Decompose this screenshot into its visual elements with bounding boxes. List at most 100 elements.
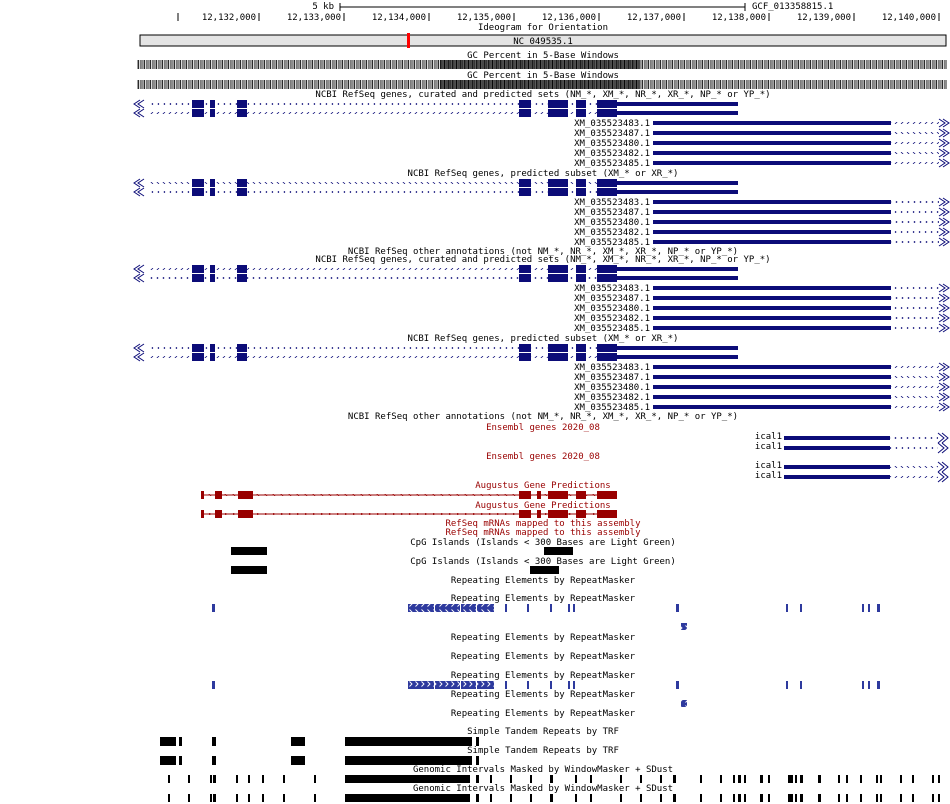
transcript-feature[interactable] xyxy=(653,220,891,224)
repeatmasker-tracks[interactable]: Repeating Elements by RepeatMasker Repeat… xyxy=(212,576,880,719)
ensembl-genes-track[interactable]: Ensembl genes 2020_08 ical1 ical1 Ensemb… xyxy=(486,423,949,483)
track-label: NCBI RefSeq genes, predicted subset (XM_… xyxy=(408,334,679,344)
transcript-label[interactable]: XM_035523485.1 xyxy=(574,159,650,169)
transcript-feature[interactable] xyxy=(653,385,891,389)
track-label: CpG Islands (Islands < 300 Bases are Lig… xyxy=(410,557,676,567)
chromosome-name: NC_049535.1 xyxy=(513,37,573,47)
transcript-feature[interactable] xyxy=(653,405,891,409)
transcript-label[interactable]: XM_035523487.1 xyxy=(574,208,650,218)
transcript-label[interactable]: XM_035523483.1 xyxy=(574,284,650,294)
transcript-label[interactable]: XM_035523480.1 xyxy=(574,383,650,393)
transcript-feature[interactable] xyxy=(653,286,891,290)
transcript-feature[interactable] xyxy=(653,326,891,330)
ruler-tick-label: 12,139,000 xyxy=(797,13,851,23)
ruler-tick-label: 12,133,000 xyxy=(287,13,341,23)
transcript-label[interactable]: XM_035523485.1 xyxy=(574,403,650,413)
augustus-gene-predictions-track[interactable]: Augustus Gene Predictions Augustus Gene … xyxy=(201,481,617,518)
track-label: Augustus Gene Predictions xyxy=(475,501,610,511)
track-label: Repeating Elements by RepeatMasker xyxy=(451,576,636,586)
simple-tandem-repeats-track[interactable]: Simple Tandem Repeats by TRF Simple Tand… xyxy=(160,727,619,765)
track-label: GC Percent in 5-Base Windows xyxy=(467,51,619,61)
transcript-label[interactable]: XM_035523483.1 xyxy=(574,119,650,129)
base-position-ruler: 5 kb GCF_013358815.1 12,132,000 12,133,00… xyxy=(177,2,940,23)
assembly-label: GCF_013358815.1 xyxy=(752,2,833,12)
track-label: NCBI RefSeq genes, predicted subset (XM_… xyxy=(408,169,679,179)
transcript-feature[interactable] xyxy=(653,365,891,369)
track-label: NCBI RefSeq other annotations (not NM_*,… xyxy=(348,247,738,257)
transcript-label[interactable]: XM_035523487.1 xyxy=(574,294,650,304)
transcript-feature[interactable] xyxy=(653,151,891,155)
transcript-label[interactable]: ical1 xyxy=(755,442,782,452)
ideogram-title: Ideogram for Orientation xyxy=(478,23,608,33)
transcript-feature[interactable] xyxy=(653,210,891,214)
transcript-feature[interactable] xyxy=(653,121,891,125)
transcript-label[interactable]: XM_035523482.1 xyxy=(574,314,650,324)
transcript-feature[interactable] xyxy=(653,131,891,135)
transcript-feature[interactable] xyxy=(653,316,891,320)
cpg-islands-track[interactable]: CpG Islands (Islands < 300 Bases are Lig… xyxy=(231,538,676,574)
track-label: Ensembl genes 2020_08 xyxy=(486,452,600,462)
track-label: NCBI RefSeq other annotations (not NM_*,… xyxy=(348,412,738,422)
transcript-feature[interactable] xyxy=(653,375,891,379)
windowmasker-tracks[interactable]: Genomic Intervals Masked by WindowMasker… xyxy=(168,765,940,802)
transcript-feature[interactable] xyxy=(653,395,891,399)
transcript-feature[interactable] xyxy=(653,306,891,310)
ruler-ticks: 12,132,000 12,133,000 12,134,000 12,135,000… xyxy=(177,13,940,23)
track-label: Repeating Elements by RepeatMasker xyxy=(451,652,636,662)
refseq-mrnas-track[interactable]: RefSeq mRNAs mapped to this assembly Ref… xyxy=(445,519,641,538)
ncbi-refseq-block[interactable]: NCBI RefSeq genes, curated and predicted… xyxy=(133,255,950,422)
transcript-label[interactable]: XM_035523487.1 xyxy=(574,129,650,139)
transcript-label[interactable]: XM_035523483.1 xyxy=(574,198,650,208)
track-label: Repeating Elements by RepeatMasker xyxy=(451,709,636,719)
track-label: Simple Tandem Repeats by TRF xyxy=(467,746,619,756)
transcript-feature[interactable] xyxy=(653,200,891,204)
track-label: GC Percent in 5-Base Windows xyxy=(467,71,619,81)
track-label: NCBI RefSeq genes, curated and predicted… xyxy=(315,90,770,100)
gc-percent-track-1[interactable]: GC Percent in 5-Base Windows xyxy=(137,51,947,69)
ruler-tick-label: 12,134,000 xyxy=(372,13,426,23)
transcript-feature[interactable] xyxy=(653,240,891,244)
transcript-label[interactable]: XM_035523480.1 xyxy=(574,139,650,149)
transcript-label[interactable]: XM_035523487.1 xyxy=(574,373,650,383)
track-label: Genomic Intervals Masked by WindowMasker… xyxy=(413,765,673,775)
ruler-tick-label: 12,132,000 xyxy=(202,13,256,23)
transcript-label[interactable]: XM_035523480.1 xyxy=(574,218,650,228)
transcript-label[interactable]: XM_035523482.1 xyxy=(574,393,650,403)
transcript-label[interactable]: XM_035523480.1 xyxy=(574,304,650,314)
scale-label: 5 kb xyxy=(312,2,334,12)
ideogram[interactable]: Ideogram for Orientation NC_049535.1 xyxy=(139,23,947,48)
transcript-label[interactable]: XM_035523485.1 xyxy=(574,324,650,334)
gc-percent-track-2[interactable]: GC Percent in 5-Base Windows xyxy=(137,71,947,89)
track-label: Genomic Intervals Masked by WindowMasker… xyxy=(413,784,673,794)
transcript-feature[interactable] xyxy=(653,296,891,300)
transcript-label[interactable]: ical1 xyxy=(755,471,782,481)
transcript-feature[interactable] xyxy=(653,141,891,145)
track-label: Ensembl genes 2020_08 xyxy=(486,423,600,433)
ncbi-refseq-block[interactable]: NCBI RefSeq genes, curated and predicted… xyxy=(133,90,950,257)
track-label: NCBI RefSeq genes, curated and predicted… xyxy=(315,255,770,265)
track-label: RefSeq mRNAs mapped to this assembly xyxy=(445,528,641,538)
ruler-tick-label: 12,135,000 xyxy=(457,13,511,23)
track-label: RefSeq mRNAs mapped to this assembly xyxy=(445,519,641,529)
ideogram-position-marker xyxy=(407,33,410,48)
ruler-tick-label: 12,138,000 xyxy=(712,13,766,23)
transcript-feature[interactable] xyxy=(653,161,891,165)
transcript-label[interactable]: XM_035523483.1 xyxy=(574,363,650,373)
transcript-feature[interactable] xyxy=(653,230,891,234)
track-label: Augustus Gene Predictions xyxy=(475,481,610,491)
ruler-tick-label: 12,137,000 xyxy=(627,13,681,23)
transcript-label[interactable]: XM_035523482.1 xyxy=(574,228,650,238)
transcript-label[interactable]: ical1 xyxy=(755,432,782,442)
ncbi-refseq-tracks[interactable]: NCBI RefSeq genes, curated and predicted… xyxy=(133,90,950,422)
track-label: Simple Tandem Repeats by TRF xyxy=(467,727,619,737)
track-label: CpG Islands (Islands < 300 Bases are Lig… xyxy=(410,538,676,548)
ruler-tick-label: 12,140,000 xyxy=(882,13,936,23)
track-label: Repeating Elements by RepeatMasker xyxy=(451,594,636,604)
track-label: Repeating Elements by RepeatMasker xyxy=(451,633,636,643)
transcript-label[interactable]: XM_035523485.1 xyxy=(574,238,650,248)
track-label: Repeating Elements by RepeatMasker xyxy=(451,671,636,681)
track-label: Repeating Elements by RepeatMasker xyxy=(451,690,636,700)
transcript-label[interactable]: XM_035523482.1 xyxy=(574,149,650,159)
transcript-label[interactable]: ical1 xyxy=(755,461,782,471)
